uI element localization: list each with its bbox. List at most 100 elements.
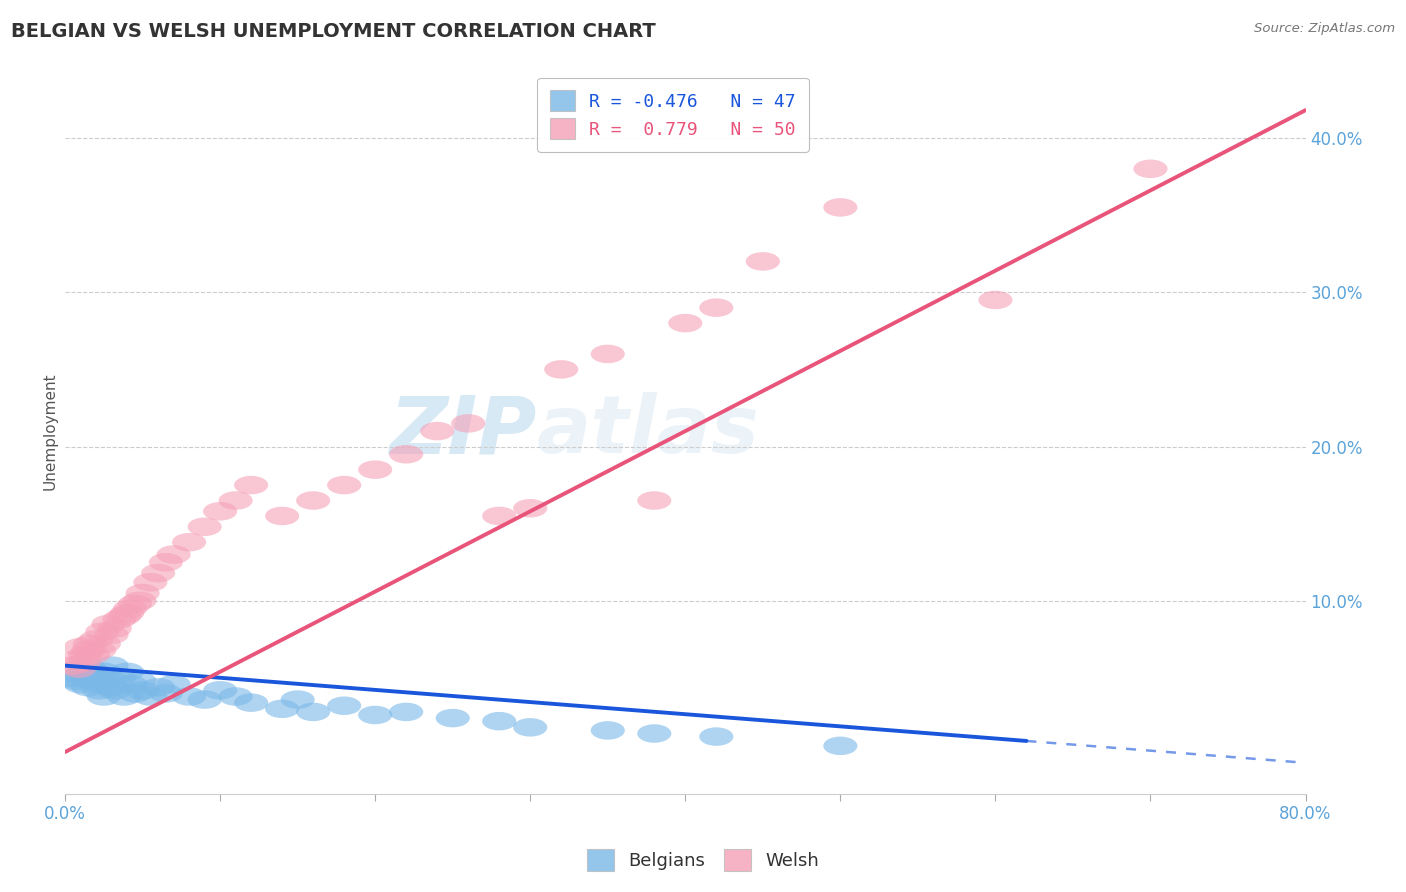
Ellipse shape [60, 672, 94, 690]
Y-axis label: Unemployment: Unemployment [44, 372, 58, 490]
Ellipse shape [979, 291, 1012, 310]
Ellipse shape [76, 672, 110, 690]
Ellipse shape [824, 198, 858, 217]
Ellipse shape [513, 718, 547, 737]
Ellipse shape [63, 675, 97, 693]
Text: ZIP: ZIP [389, 392, 537, 470]
Ellipse shape [591, 721, 624, 739]
Ellipse shape [156, 545, 191, 564]
Ellipse shape [103, 669, 136, 687]
Ellipse shape [94, 625, 128, 644]
Ellipse shape [218, 491, 253, 510]
Ellipse shape [141, 678, 176, 697]
Ellipse shape [156, 675, 191, 693]
Text: atlas: atlas [537, 392, 759, 470]
Ellipse shape [637, 491, 671, 510]
Ellipse shape [63, 638, 97, 657]
Ellipse shape [66, 663, 101, 681]
Ellipse shape [1133, 160, 1167, 178]
Ellipse shape [76, 646, 110, 664]
Ellipse shape [134, 573, 167, 591]
Ellipse shape [118, 684, 152, 703]
Ellipse shape [72, 641, 105, 659]
Ellipse shape [112, 599, 148, 618]
Ellipse shape [72, 678, 105, 697]
Ellipse shape [67, 646, 103, 664]
Ellipse shape [187, 517, 222, 536]
Ellipse shape [141, 564, 176, 582]
Ellipse shape [172, 687, 207, 706]
Ellipse shape [451, 414, 485, 433]
Ellipse shape [87, 687, 121, 706]
Ellipse shape [266, 507, 299, 525]
Ellipse shape [82, 681, 117, 699]
Ellipse shape [70, 669, 104, 687]
Ellipse shape [482, 507, 516, 525]
Ellipse shape [202, 502, 238, 521]
Ellipse shape [233, 475, 269, 494]
Ellipse shape [699, 299, 734, 317]
Ellipse shape [66, 653, 101, 672]
Ellipse shape [110, 663, 145, 681]
Ellipse shape [118, 595, 152, 613]
Ellipse shape [149, 553, 183, 572]
Ellipse shape [110, 604, 145, 623]
Ellipse shape [359, 460, 392, 479]
Ellipse shape [107, 687, 141, 706]
Ellipse shape [91, 615, 125, 633]
Ellipse shape [187, 690, 222, 709]
Ellipse shape [420, 422, 454, 441]
Ellipse shape [86, 623, 120, 641]
Ellipse shape [97, 681, 132, 699]
Ellipse shape [233, 693, 269, 712]
Ellipse shape [172, 533, 207, 551]
Ellipse shape [668, 314, 703, 333]
Ellipse shape [824, 737, 858, 756]
Ellipse shape [544, 360, 578, 378]
Ellipse shape [82, 641, 117, 659]
Text: BELGIAN VS WELSH UNEMPLOYMENT CORRELATION CHART: BELGIAN VS WELSH UNEMPLOYMENT CORRELATIO… [11, 22, 657, 41]
Ellipse shape [63, 665, 97, 684]
Ellipse shape [436, 709, 470, 727]
Ellipse shape [218, 687, 253, 706]
Ellipse shape [482, 712, 516, 731]
Ellipse shape [328, 475, 361, 494]
Ellipse shape [513, 499, 547, 517]
Ellipse shape [91, 669, 125, 687]
Legend: Belgians, Welsh: Belgians, Welsh [579, 842, 827, 879]
Ellipse shape [281, 690, 315, 709]
Ellipse shape [637, 724, 671, 743]
Ellipse shape [107, 607, 141, 625]
Text: Source: ZipAtlas.com: Source: ZipAtlas.com [1254, 22, 1395, 36]
Ellipse shape [86, 675, 120, 693]
Ellipse shape [134, 687, 167, 706]
Ellipse shape [591, 344, 624, 363]
Ellipse shape [745, 252, 780, 270]
Ellipse shape [297, 703, 330, 721]
Ellipse shape [125, 681, 160, 699]
Ellipse shape [699, 727, 734, 746]
Ellipse shape [94, 678, 128, 697]
Ellipse shape [56, 657, 90, 675]
Ellipse shape [202, 681, 238, 699]
Ellipse shape [328, 697, 361, 715]
Ellipse shape [297, 491, 330, 510]
Ellipse shape [359, 706, 392, 724]
Ellipse shape [112, 675, 148, 693]
Ellipse shape [73, 659, 107, 678]
Ellipse shape [79, 630, 112, 648]
Ellipse shape [103, 610, 136, 629]
Ellipse shape [73, 635, 107, 653]
Ellipse shape [87, 663, 121, 681]
Ellipse shape [125, 584, 160, 602]
Ellipse shape [56, 669, 90, 687]
Ellipse shape [149, 684, 183, 703]
Ellipse shape [266, 699, 299, 718]
Ellipse shape [59, 650, 93, 669]
Ellipse shape [389, 445, 423, 464]
Ellipse shape [62, 659, 96, 678]
Ellipse shape [97, 619, 132, 638]
Legend: R = -0.476   N = 47, R =  0.779   N = 50: R = -0.476 N = 47, R = 0.779 N = 50 [537, 78, 808, 152]
Ellipse shape [87, 635, 121, 653]
Ellipse shape [79, 665, 112, 684]
